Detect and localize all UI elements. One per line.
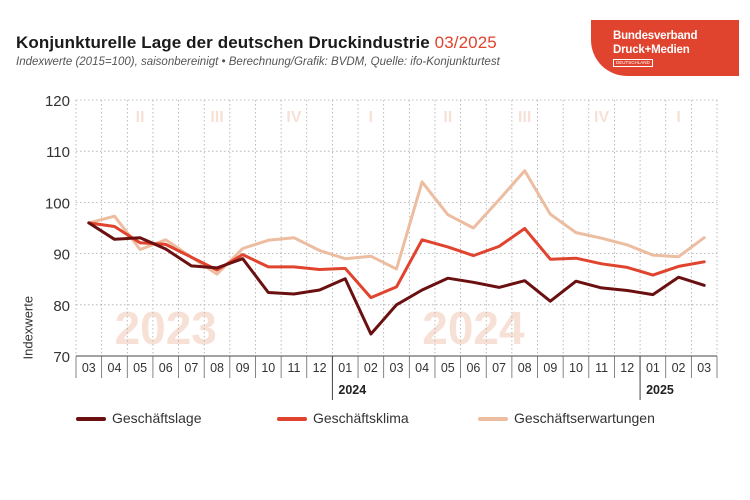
quarter-label: IV <box>286 109 301 126</box>
legend-swatch <box>76 417 106 422</box>
series-line-geschaeftslage <box>87 221 706 336</box>
chart-subtitle: Indexwerte (2015=100), saisonbereinigt •… <box>16 56 500 68</box>
legend-swatch <box>478 417 508 422</box>
x-tick-label: 03 <box>82 361 96 375</box>
x-tick-label: 11 <box>595 361 608 375</box>
y-tick-label: 120 <box>45 93 70 110</box>
x-tick-label: 08 <box>518 361 532 375</box>
quarter-label: I <box>369 109 373 126</box>
y-tick-label: 70 <box>53 349 70 366</box>
legend-item-geschaeftsklima: Geschäftsklima <box>277 410 409 426</box>
x-tick-label: 07 <box>184 361 198 375</box>
chart-title-date: 03/2025 <box>434 33 497 52</box>
legend-item-geschaeftserwartungen: Geschäftserwartungen <box>478 410 655 426</box>
x-tick-label: 01 <box>646 361 660 375</box>
quarter-label: IV <box>594 109 609 126</box>
background-year-label: 2023 <box>115 302 217 354</box>
chart-title: Konjunkturelle Lage der deutschen Drucki… <box>16 33 497 53</box>
x-tick-label: 02 <box>364 361 378 375</box>
x-tick-label: 07 <box>492 361 506 375</box>
x-tick-label: 05 <box>133 361 147 375</box>
quarter-label: III <box>518 109 531 126</box>
x-tick-label: 11 <box>287 361 300 375</box>
x-tick-label: 09 <box>236 361 250 375</box>
y-tick-label: 110 <box>46 144 70 161</box>
x-tick-label: 03 <box>697 361 711 375</box>
y-tick-label: 80 <box>53 298 70 315</box>
x-tick-label: 04 <box>415 361 429 375</box>
bvdm-logo: Bundesverband Druck+Medien DEUTSCHLAND <box>591 20 739 76</box>
legend-label: Geschäftsklima <box>313 410 409 426</box>
legend-swatch <box>277 417 307 422</box>
quarter-label: II <box>443 109 452 126</box>
x-tick-label: 02 <box>672 361 686 375</box>
y-tick-label: 90 <box>53 247 70 264</box>
chart-title-text: Konjunkturelle Lage der deutschen Drucki… <box>16 33 430 52</box>
x-tick-label: 10 <box>569 361 583 375</box>
x-tick-label: 10 <box>261 361 275 375</box>
x-tick-label: 08 <box>210 361 224 375</box>
quarter-label: I <box>676 109 680 126</box>
logo-line-1: Bundesverband <box>613 30 698 42</box>
legend-item-geschaeftslage: Geschäftslage <box>76 410 202 426</box>
x-tick-label: 09 <box>543 361 557 375</box>
quarter-label: II <box>136 109 145 126</box>
series-line-geschaeftsklima <box>87 221 706 300</box>
x-tick-label: 12 <box>620 361 634 375</box>
legend-label: Geschäftserwartungen <box>514 410 655 426</box>
x-tick-label: 06 <box>466 361 480 375</box>
y-tick-label: 100 <box>45 195 70 212</box>
logo-line-3: DEUTSCHLAND <box>613 59 653 67</box>
quarter-label: III <box>210 109 223 126</box>
x-tick-label: 04 <box>108 361 122 375</box>
x-tick-label: 05 <box>441 361 455 375</box>
x-tick-label: 06 <box>159 361 173 375</box>
x-tick-label: 03 <box>390 361 404 375</box>
x-tick-label: 01 <box>338 361 352 375</box>
x-tick-label: 12 <box>313 361 327 375</box>
legend-label: Geschäftslage <box>112 410 202 426</box>
background-year-label: 2024 <box>422 302 525 354</box>
year-label: 2025 <box>646 383 674 397</box>
logo-line-2: Druck+Medien <box>613 44 690 56</box>
year-label: 2024 <box>338 383 366 397</box>
